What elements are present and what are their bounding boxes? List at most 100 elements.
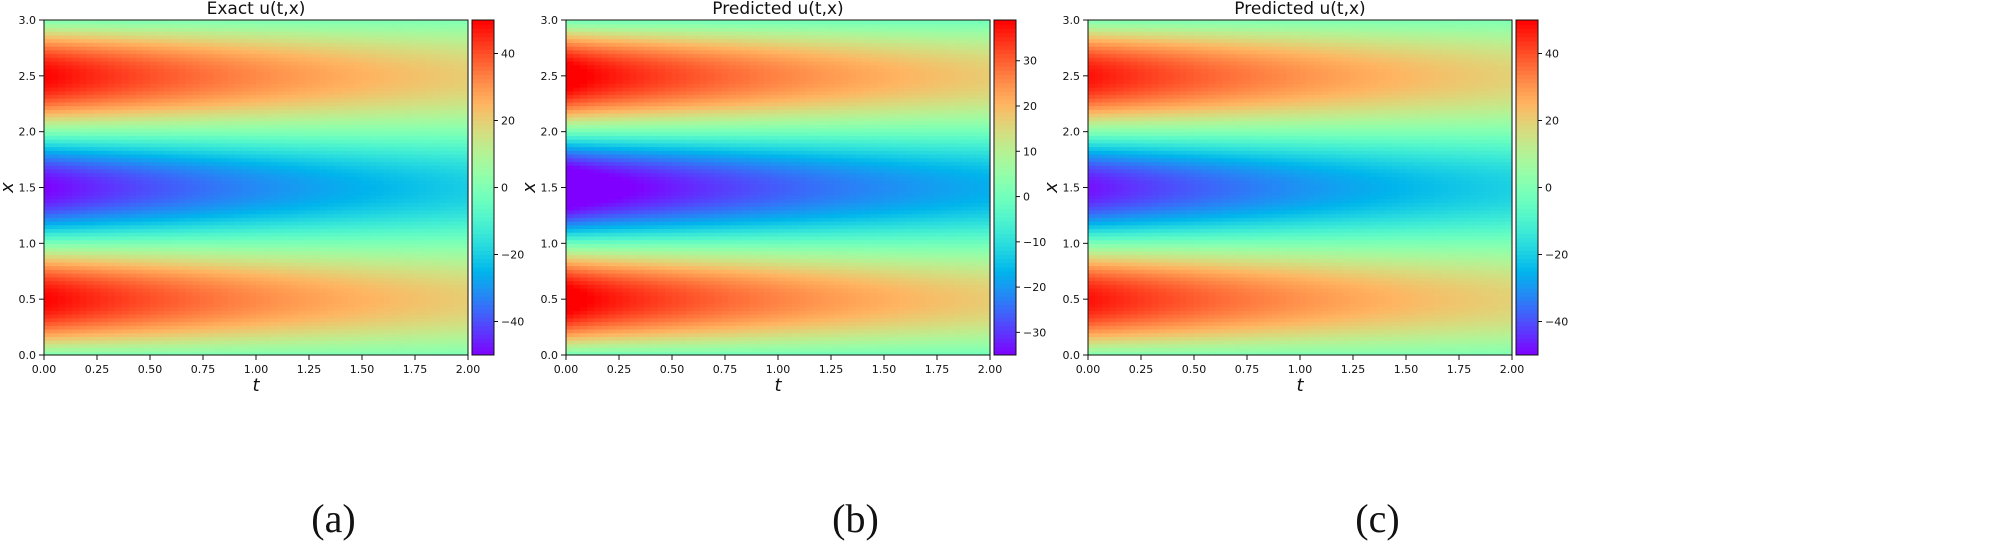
heatmap-cell xyxy=(369,247,377,252)
heatmap-cell xyxy=(411,310,420,315)
heatmap-cell xyxy=(305,157,314,163)
heatmap-cell xyxy=(291,135,299,140)
heatmap-cell xyxy=(354,180,363,185)
heatmap-cell xyxy=(284,198,292,203)
heatmap-cell xyxy=(44,113,52,118)
heatmap-cell xyxy=(354,60,363,66)
heatmap-cell xyxy=(305,60,314,66)
heatmap-cell xyxy=(383,280,391,285)
heatmap-cell xyxy=(390,206,398,211)
heatmap-cell xyxy=(333,265,342,270)
heatmap-cell xyxy=(79,254,87,259)
heatmap-cell xyxy=(128,139,137,144)
heatmap-cell xyxy=(291,228,299,233)
heatmap-cell xyxy=(312,161,321,166)
heatmap-cell xyxy=(333,183,342,189)
heatmap-cell xyxy=(93,265,102,270)
heatmap-cell xyxy=(425,221,434,226)
heatmap-cell xyxy=(58,34,66,40)
heatmap-cell xyxy=(256,142,264,148)
heatmap-cell xyxy=(277,187,285,192)
heatmap-cell xyxy=(397,42,405,47)
heatmap-cell xyxy=(234,20,243,25)
heatmap-cell xyxy=(241,27,250,32)
heatmap-cell xyxy=(213,314,222,319)
heatmap-cell xyxy=(121,284,130,289)
heatmap-cell xyxy=(248,64,257,69)
heatmap-cell xyxy=(234,217,243,222)
heatmap-cell xyxy=(270,183,278,189)
heatmap-cell xyxy=(340,113,349,118)
heatmap-cell xyxy=(51,187,59,192)
heatmap-cell xyxy=(411,243,420,248)
heatmap-cell xyxy=(347,343,356,349)
heatmap-cell xyxy=(114,146,123,151)
heatmap-cell xyxy=(58,206,66,211)
heatmap-cell xyxy=(248,27,257,32)
heatmap-cell xyxy=(192,90,201,96)
heatmap-cell xyxy=(51,347,59,352)
heatmap-cell xyxy=(312,284,321,289)
heatmap-cell xyxy=(72,150,80,155)
heatmap-cell xyxy=(333,299,342,304)
heatmap-cell xyxy=(58,105,66,110)
heatmap-cell xyxy=(206,60,215,66)
heatmap-cell xyxy=(425,57,434,62)
heatmap-cell xyxy=(256,150,264,155)
heatmap-cell xyxy=(234,101,243,107)
heatmap-cell xyxy=(411,34,420,40)
heatmap-cell xyxy=(185,228,193,233)
heatmap-cell xyxy=(114,206,123,211)
heatmap-cell xyxy=(135,221,144,226)
heatmap-cell xyxy=(128,224,137,230)
heatmap-cell xyxy=(241,98,250,103)
heatmap-cell xyxy=(44,142,52,148)
heatmap-cell xyxy=(185,314,193,319)
heatmap-cell xyxy=(100,154,109,159)
heatmap-cell xyxy=(150,291,158,297)
heatmap-cell xyxy=(390,325,398,330)
heatmap-cell xyxy=(206,217,215,222)
heatmap-cell xyxy=(369,87,377,92)
heatmap-cell xyxy=(411,336,420,341)
heatmap-cell xyxy=(333,243,342,248)
heatmap-cell xyxy=(347,347,356,352)
heatmap-cell xyxy=(135,42,144,47)
heatmap-cell xyxy=(319,46,328,51)
heatmap-cell xyxy=(312,299,321,304)
heatmap-cell xyxy=(362,258,370,263)
heatmap-cell xyxy=(390,90,398,96)
heatmap-cell xyxy=(65,20,73,25)
heatmap-cell xyxy=(135,150,144,155)
heatmap-cell xyxy=(298,53,307,58)
heatmap-cell xyxy=(171,150,179,155)
heatmap-cell xyxy=(305,235,314,241)
heatmap-cell xyxy=(206,258,215,263)
heatmap-cell xyxy=(362,261,370,267)
heatmap-cell xyxy=(79,90,87,96)
heatmap-cell xyxy=(192,109,201,114)
heatmap-cell xyxy=(418,72,427,77)
heatmap-cell xyxy=(248,38,257,43)
heatmap-cell xyxy=(277,60,285,66)
heatmap-cell xyxy=(347,31,356,36)
heatmap-cell xyxy=(333,191,342,196)
heatmap-cell xyxy=(418,332,427,337)
heatmap-cell xyxy=(227,87,236,92)
heatmap-cell xyxy=(86,280,95,285)
heatmap-cell xyxy=(178,191,186,196)
heatmap-cell xyxy=(340,176,349,181)
heatmap-cell xyxy=(256,239,264,244)
heatmap-cell xyxy=(206,332,215,337)
heatmap-cell xyxy=(44,191,52,196)
heatmap-cell xyxy=(220,258,229,263)
heatmap-cell xyxy=(291,57,299,62)
heatmap-cell xyxy=(164,314,172,319)
heatmap-cell xyxy=(256,23,264,29)
heatmap-cell xyxy=(354,94,363,99)
heatmap-cell xyxy=(397,87,405,92)
heatmap-cell xyxy=(121,209,130,215)
heatmap-cell xyxy=(411,265,420,270)
heatmap-cell xyxy=(390,23,398,29)
heatmap-cell xyxy=(347,72,356,77)
